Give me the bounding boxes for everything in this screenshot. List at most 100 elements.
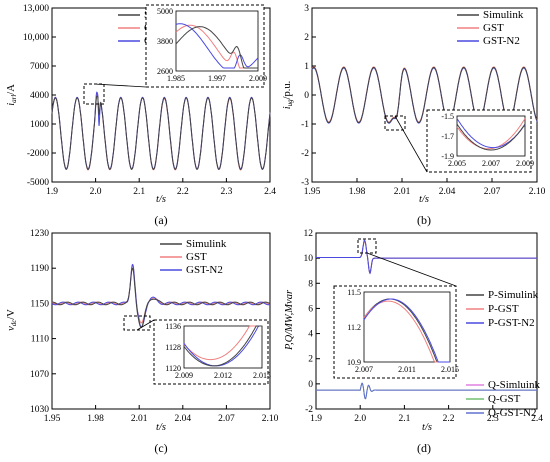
inset-frame (333, 285, 457, 379)
inset-y-tick-label: 11.2 (347, 323, 361, 332)
y-axis-label: iug/p.u. (282, 81, 294, 110)
y-tick-label: 12 (304, 229, 314, 239)
y-tick-label: 1110 (31, 335, 50, 345)
inset-y-tick-label: -1.9 (441, 152, 454, 161)
x-tick-label: 2.10 (262, 414, 279, 424)
x-tick-label: 1.9 (310, 414, 322, 424)
y-axis-label: P,Q/MW,Mvar (284, 289, 295, 351)
y-axis-label: iarl/A (6, 84, 18, 106)
y-tick-label: 3 (304, 4, 309, 14)
inset-y-tick-label: 1120 (165, 364, 181, 373)
legend-label: P-GST-N2 (488, 317, 535, 329)
x-axis-label: t/s (156, 194, 166, 205)
y-tick-label: -2 (301, 149, 309, 159)
legend-label: GST (483, 22, 504, 34)
zoom-region-box (123, 315, 151, 331)
inset-x-tick-label: 2.007 (355, 365, 373, 374)
chart-panel-2: 1.95 1.98 2.01 2.04 2.07 2.10 -3 -2 -1 0 1 2 3 t/s (b)… (282, 4, 546, 227)
inset-series-line-gst-n2 (175, 23, 259, 69)
inset-x-tick-label: 2.009 (175, 371, 193, 380)
x-tick-label: 2.01 (394, 187, 411, 197)
x-tick-label: 2.1 (133, 187, 145, 197)
x-axis-label: t/s (156, 422, 166, 433)
x-tick-label: 2.01 (131, 414, 148, 424)
x-tick-label: 2.3 (220, 187, 232, 197)
panel-caption: (b) (417, 213, 431, 227)
y-tick-label: 2 (304, 33, 309, 43)
x-tick-label: 2.04 (174, 414, 191, 424)
y-tick-label: 7000 (30, 62, 49, 72)
x-tick-label: 1.98 (349, 187, 366, 197)
y-tick-label: 1230 (30, 229, 49, 239)
x-axis-label: t/s (419, 194, 429, 205)
y-tick-label: 13,000 (23, 4, 49, 14)
legend-label: Simulink (186, 238, 227, 250)
inset-connector (366, 252, 457, 287)
inset-x-tick-label: 2.007 (482, 159, 500, 168)
inset-series-line-gst (183, 325, 262, 361)
series-line-simulink (52, 267, 271, 328)
y-tick-label: 1 (304, 62, 309, 72)
x-tick-label: 1.95 (44, 414, 61, 424)
inset-series-line-p-gst-n2 (363, 298, 450, 363)
series-line-p-simulink (316, 239, 537, 275)
inset-x-tick-label: 2.012 (214, 371, 232, 380)
series-line-p-gst-n2 (316, 239, 537, 275)
x-axis-label: t/s (422, 422, 432, 433)
x-tick-label: 1.95 (304, 187, 321, 197)
inset-axes (363, 291, 451, 363)
inset-series-line-simulink (183, 325, 262, 367)
y-tick-label: 2 (308, 355, 313, 365)
series-line-q-gst-n2 (316, 382, 537, 400)
inset-frame (145, 4, 265, 88)
x-tick-label: 2.1 (398, 414, 410, 424)
x-tick-label: 2.4 (264, 187, 276, 197)
x-tick-label: 2.2 (177, 187, 189, 197)
y-tick-label: 0 (304, 91, 309, 101)
x-tick-label: 2.07 (218, 414, 235, 424)
inset-series-line-gst (456, 118, 526, 150)
inset-y-tick-label: 1128 (165, 343, 181, 352)
y-tick-label: 1190 (30, 264, 49, 274)
legend-label: GST-N2 (483, 35, 520, 47)
series-line-gst (51, 263, 270, 324)
x-tick-label: 2.0 (90, 187, 102, 197)
y-tick-label: 4 (308, 330, 313, 340)
x-tick-label: 2.2 (443, 414, 455, 424)
inset-y-tick-label: 10.9 (347, 358, 361, 367)
inset-y-tick-label: 3800 (157, 37, 173, 46)
inset-frame (426, 109, 532, 173)
legend-label: Q-GST (488, 393, 521, 405)
y-tick-label: -2000 (27, 149, 49, 159)
legend-label: GST (186, 251, 207, 263)
inset-y-tick-label: 5000 (157, 7, 173, 16)
inset-x-tick-label: 2.015 (253, 371, 271, 380)
inset-x-tick-label: 2.011 (398, 365, 416, 374)
inset-x-tick-label: 2.009 (249, 74, 267, 83)
x-tick-label: 1.9 (46, 187, 58, 197)
series-line-simulink (311, 67, 538, 124)
legend-label: P-Simulink (488, 289, 539, 301)
series-line-simulink (51, 95, 271, 170)
chart-panel-1: 1.9 2.0 2.1 2.2 2.3 2.4 -5000 -2000 1000 4000 7000… (6, 4, 276, 227)
series-line-gst (51, 92, 271, 171)
x-tick-label: 2.4 (531, 414, 543, 424)
legend-label: P-GST (488, 303, 519, 315)
inset-x-tick-label: 2.009 (516, 159, 534, 168)
y-tick-label: 6 (308, 304, 313, 314)
panel-caption: (d) (417, 441, 431, 455)
x-tick-label: 1.98 (87, 414, 104, 424)
legend-label: Simulink (483, 9, 524, 21)
x-tick-label: 2.10 (529, 187, 546, 197)
zoom-region-box (83, 83, 105, 105)
inset-connector (93, 83, 147, 88)
inset-series-line-simulink (456, 123, 526, 151)
inset-y-tick-label: -1.5 (441, 112, 454, 121)
y-tick-label: 4000 (30, 91, 49, 101)
plot-frame (315, 232, 538, 410)
inset-axes (175, 10, 259, 72)
y-tick-label: 1070 (30, 370, 49, 380)
inset-y-tick-label: 2600 (157, 67, 173, 76)
legend-label: Q-GST-N2 (488, 407, 537, 419)
